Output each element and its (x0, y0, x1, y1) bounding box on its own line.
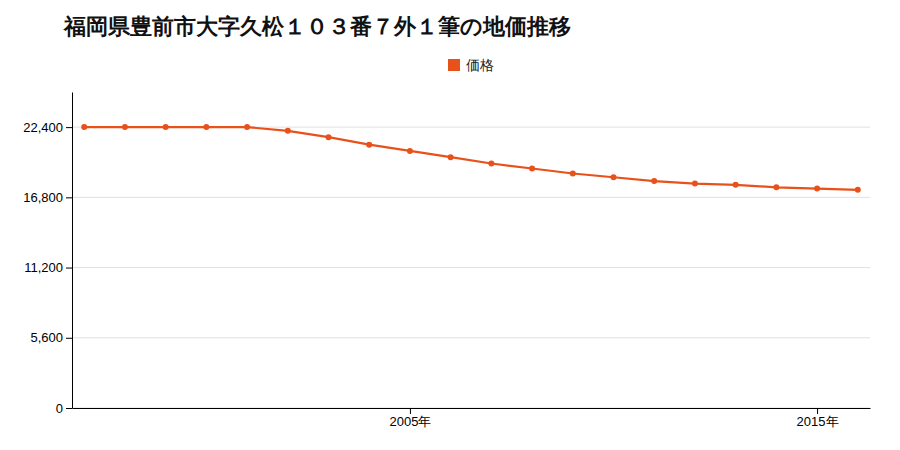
y-axis: 0 5,600 11,200 16,800 22,400 (23, 93, 72, 416)
point (244, 124, 250, 130)
point (285, 128, 291, 134)
point (366, 142, 372, 148)
x-axis-line (73, 408, 871, 409)
x-tick: 2005年 (389, 408, 431, 429)
y-tick-label: 16,800 (23, 190, 63, 205)
point (692, 181, 698, 187)
line (84, 127, 858, 190)
y-tick: 22,400 (23, 120, 72, 135)
y-tick-label: 11,200 (24, 260, 63, 275)
grid-line (72, 408, 870, 409)
y-tick: 11,200 (24, 260, 72, 275)
legend-swatch (448, 59, 460, 71)
y-tick-mark (66, 408, 72, 409)
chart: 2005年 2015年 0 5,600 11,200 16,800 22,400 福岡県豊前市… (0, 0, 900, 450)
y-tick-mark (66, 197, 72, 198)
y-tick-mark (66, 268, 72, 269)
point (203, 124, 209, 130)
y-tick-label: 22,400 (23, 120, 63, 135)
y-tick: 0 (56, 401, 72, 416)
point (733, 182, 739, 188)
point (611, 174, 617, 180)
point (163, 124, 169, 130)
point (814, 186, 820, 192)
x-tick-mark (410, 408, 411, 414)
grid-line (72, 197, 870, 198)
point (529, 165, 535, 171)
y-axis-line (72, 93, 73, 409)
grid-line (72, 267, 870, 268)
point (407, 148, 413, 154)
point (651, 178, 657, 184)
data-marks (81, 124, 861, 193)
y-tick-label: 5,600 (30, 330, 63, 345)
grid-line (72, 337, 870, 338)
point (448, 154, 454, 160)
point (488, 160, 494, 166)
plot-area: 2005年 2015年 0 5,600 11,200 16,800 22,400 (23, 93, 870, 430)
x-tick: 2015年 (797, 408, 839, 429)
y-tick: 16,800 (23, 190, 72, 205)
y-tick: 5,600 (30, 330, 72, 345)
x-tick-label: 2015年 (797, 414, 839, 429)
point (81, 124, 87, 130)
legend: 価格 (448, 57, 494, 73)
legend-item: 価格 (448, 57, 494, 73)
x-tick-mark (817, 408, 818, 414)
grid (72, 127, 870, 408)
y-tick-mark (66, 338, 72, 339)
point (122, 124, 128, 130)
y-tick-mark (66, 127, 72, 128)
y-tick-label: 0 (56, 401, 63, 416)
x-axis: 2005年 2015年 (73, 408, 871, 429)
point (326, 134, 332, 140)
point (855, 187, 861, 193)
point (570, 171, 576, 177)
x-tick-label: 2005年 (389, 414, 431, 429)
point (773, 184, 779, 190)
title: 福岡県豊前市大字久松１０３番７外１筆の地価推移 (63, 14, 571, 39)
legend-label: 価格 (466, 57, 494, 73)
